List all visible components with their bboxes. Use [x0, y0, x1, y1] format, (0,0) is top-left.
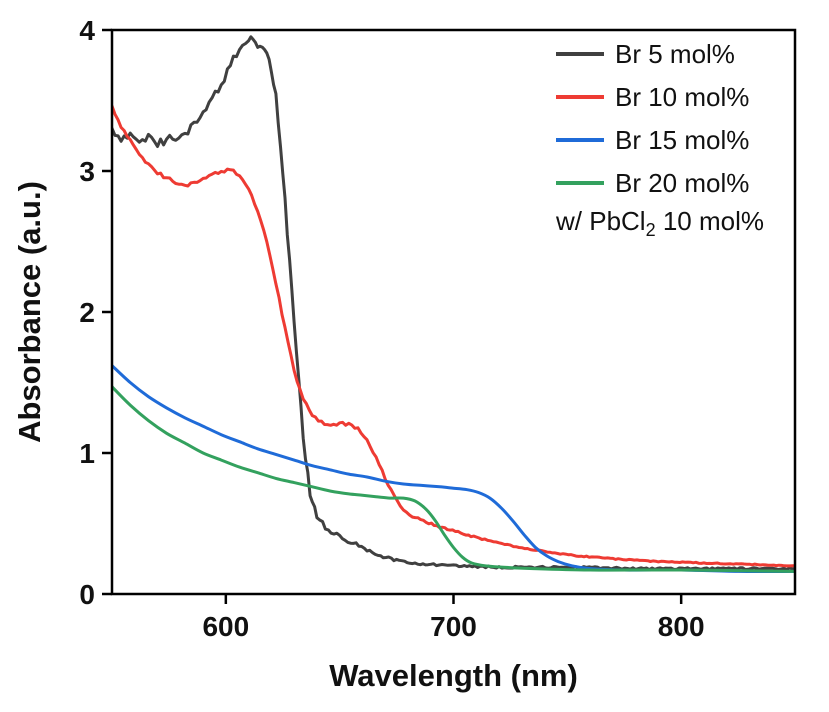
legend-item-br-15-mol: Br 15 mol% [556, 126, 796, 154]
legend-item-br-20-mol: Br 20 mol% [556, 169, 796, 197]
y-tick-label: 2 [79, 297, 95, 328]
x-axis: 600 700 800 [202, 594, 705, 642]
series-line-br-10-mol [112, 104, 795, 568]
legend-label: Br 10 mol% [615, 82, 750, 112]
x-tick-label: 800 [658, 611, 705, 642]
legend-item-br-5-mol: Br 5 mol% [556, 40, 796, 68]
chart-legend: Br 5 mol% Br 10 mol% Br 15 mol% Br 20 mol% … [556, 40, 796, 255]
x-tick-label: 700 [430, 611, 477, 642]
legend-label: Br 20 mol% [615, 168, 750, 198]
legend-swatch [556, 52, 604, 56]
legend-note-prefix: w/ PbCl [556, 206, 646, 237]
legend-entries: Br 5 mol% Br 10 mol% Br 15 mol% Br 20 mol% [556, 40, 796, 197]
series-line-br-15-mol [112, 364, 795, 574]
y-tick-label: 3 [79, 156, 95, 187]
y-tick-label: 0 [79, 579, 95, 610]
legend-swatch [556, 181, 604, 185]
legend-label: Br 5 mol% [615, 39, 735, 69]
y-axis: 0 1 2 3 4 [79, 15, 112, 610]
legend-note-subscript: 2 [645, 220, 656, 241]
y-axis-title: Absorbance (a.u.) [12, 181, 47, 443]
legend-label: Br 15 mol% [615, 125, 750, 155]
y-tick-label: 1 [79, 438, 95, 469]
legend-item-br-10-mol: Br 10 mol% [556, 83, 796, 111]
series-line-br-5-mol [112, 35, 795, 572]
y-tick-label: 4 [79, 15, 95, 46]
legend-note-suffix: 10 mol% [655, 206, 764, 237]
legend-swatch [556, 138, 604, 142]
series-line-br-20-mol [112, 385, 795, 573]
x-axis-title: Wavelength (nm) [329, 658, 578, 693]
legend-note: w/ PbCl2 10 mol% [556, 207, 764, 244]
x-tick-label: 600 [202, 611, 249, 642]
series-group [112, 35, 795, 574]
legend-note-row: w/ PbCl2 10 mol% [556, 207, 796, 240]
legend-swatch [556, 95, 604, 99]
